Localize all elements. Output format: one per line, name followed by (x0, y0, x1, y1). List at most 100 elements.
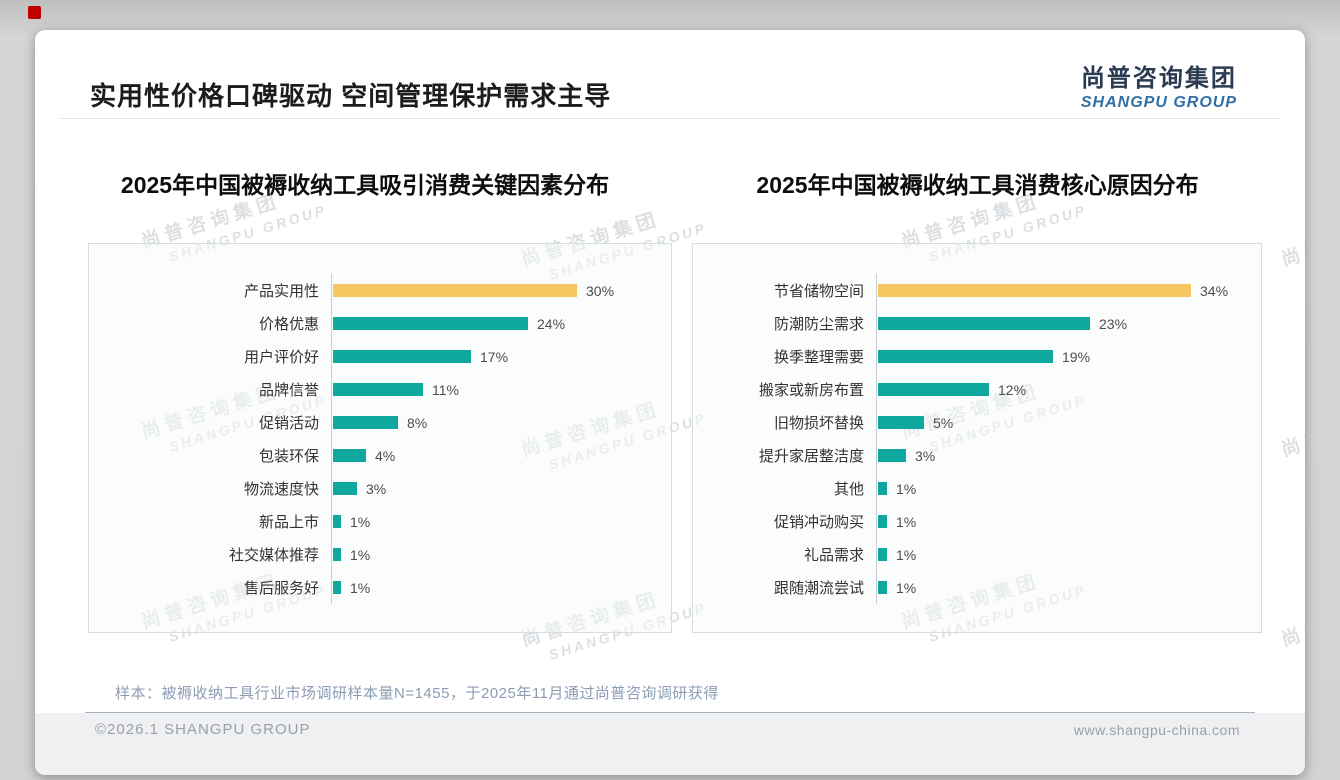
chart-row: 促销冲动购买 1% (693, 505, 1247, 538)
bar-track: 1% (331, 505, 657, 538)
category-label: 节省储物空间 (773, 283, 864, 300)
chart-row: 换季整理需要 19% (693, 340, 1247, 373)
right-chart-rows: 节省储物空间 34% 防潮防尘需求 23% 换季整理需要 19% 搬家或新房布置 12% 旧物损… (693, 274, 1247, 604)
bar (878, 548, 887, 561)
value-label: 4% (375, 447, 396, 464)
footer-divider (85, 712, 1255, 713)
right-chart-plot: 节省储物空间 34% 防潮防尘需求 23% 换季整理需要 19% 搬家或新房布置 12% 旧物损… (693, 274, 1247, 604)
bar-track: 17% (331, 340, 657, 373)
bar-track: 11% (331, 373, 657, 406)
bar-track: 1% (331, 571, 657, 604)
value-label: 34% (1200, 282, 1229, 299)
chart-row: 跟随潮流尝试 1% (693, 571, 1247, 604)
bar-track: 1% (876, 472, 1247, 505)
bar-track: 30% (331, 274, 657, 307)
chart-row: 包装环保 4% (89, 439, 657, 472)
chart-row: 产品实用性 30% (89, 274, 657, 307)
value-label: 3% (915, 447, 936, 464)
category-label: 防潮防尘需求 (773, 316, 864, 333)
category-label: 跟随潮流尝试 (773, 580, 864, 597)
chart-row: 物流速度快 3% (89, 472, 657, 505)
value-label: 1% (896, 513, 917, 530)
bar-track: 1% (876, 571, 1247, 604)
chart-row: 用户评价好 17% (89, 340, 657, 373)
bar-track: 5% (876, 406, 1247, 439)
category-label: 促销冲动购买 (773, 514, 864, 531)
value-label: 23% (1099, 315, 1128, 332)
bar-track: 8% (331, 406, 657, 439)
value-label: 1% (350, 546, 371, 563)
value-label: 19% (1062, 348, 1091, 365)
right-chart-title: 2025年中国被褥收纳工具消费核心原因分布 (756, 172, 1199, 198)
category-label: 社交媒体推荐 (228, 547, 319, 564)
left-chart-rows: 产品实用性 30% 价格优惠 24% 用户评价好 17% 品牌信誉 11% 促销活动 8% 包装环保… (89, 274, 657, 604)
left-chart-axis-line (331, 274, 332, 604)
bar-track: 1% (876, 505, 1247, 538)
bar (878, 383, 989, 396)
category-label: 新品上市 (258, 514, 319, 531)
value-label: 1% (896, 480, 917, 497)
logo-chinese-text: 尚普咨询集团 (1080, 65, 1237, 92)
bar-track: 4% (331, 439, 657, 472)
value-label: 12% (998, 381, 1027, 398)
bar (333, 350, 471, 363)
bar (333, 482, 357, 495)
value-label: 1% (350, 579, 371, 596)
value-label: 17% (480, 348, 509, 365)
chart-row: 售后服务好 1% (89, 571, 657, 604)
category-label: 价格优惠 (258, 316, 319, 333)
footer-strip: ©2026.1 SHANGPU GROUP www.shangpu-china.… (35, 713, 1305, 775)
bar (878, 482, 887, 495)
chart-row: 品牌信誉 11% (89, 373, 657, 406)
left-chart-title: 2025年中国被褥收纳工具吸引消费关键因素分布 (120, 172, 610, 198)
category-label: 品牌信誉 (258, 382, 319, 399)
bar-track: 1% (331, 538, 657, 571)
bar-track: 23% (876, 307, 1247, 340)
chart-row: 价格优惠 24% (89, 307, 657, 340)
bar-track: 3% (876, 439, 1247, 472)
sample-footnote: 样本：被褥收纳工具行业市场调研样本量N=1455，于2025年11月通过尚普咨询… (115, 685, 719, 702)
bar (333, 449, 366, 462)
bar (333, 383, 423, 396)
category-label: 搬家或新房布置 (758, 382, 864, 399)
bar-track: 12% (876, 373, 1247, 406)
category-label: 旧物损坏替换 (773, 415, 864, 432)
bar (333, 317, 528, 330)
value-label: 24% (537, 315, 566, 332)
value-label: 11% (432, 381, 459, 398)
value-label: 1% (896, 579, 917, 596)
red-accent-square (28, 6, 41, 19)
header-divider (60, 118, 1280, 119)
value-label: 8% (407, 414, 428, 431)
website-text: www.shangpu-china.com (1073, 722, 1240, 738)
copyright-text: ©2026.1 SHANGPU GROUP (95, 721, 311, 738)
chart-row: 搬家或新房布置 12% (693, 373, 1247, 406)
bar (333, 515, 341, 528)
chart-row: 礼品需求 1% (693, 538, 1247, 571)
chart-row: 新品上市 1% (89, 505, 657, 538)
bar (333, 548, 341, 561)
category-label: 用户评价好 (243, 349, 319, 366)
category-label: 礼品需求 (803, 547, 864, 564)
right-chart-axis-line (876, 274, 877, 604)
bar-track: 1% (876, 538, 1247, 571)
chart-row: 防潮防尘需求 23% (693, 307, 1247, 340)
bar (878, 515, 887, 528)
category-label: 产品实用性 (243, 283, 319, 300)
value-label: 1% (896, 546, 917, 563)
left-chart-panel: 产品实用性 30% 价格优惠 24% 用户评价好 17% 品牌信誉 11% 促销活动 8% 包装环保… (88, 243, 672, 633)
chart-row: 提升家居整洁度 3% (693, 439, 1247, 472)
bar (333, 416, 398, 429)
category-label: 换季整理需要 (773, 349, 864, 366)
bar (333, 284, 577, 297)
bar (878, 581, 887, 594)
page-title: 实用性价格口碑驱动 空间管理保护需求主导 (90, 81, 612, 111)
chart-row: 促销活动 8% (89, 406, 657, 439)
bar (878, 449, 906, 462)
chart-row: 旧物损坏替换 5% (693, 406, 1247, 439)
bar-track: 3% (331, 472, 657, 505)
value-label: 30% (586, 282, 615, 299)
category-label: 其他 (833, 481, 864, 498)
chart-row: 其他 1% (693, 472, 1247, 505)
